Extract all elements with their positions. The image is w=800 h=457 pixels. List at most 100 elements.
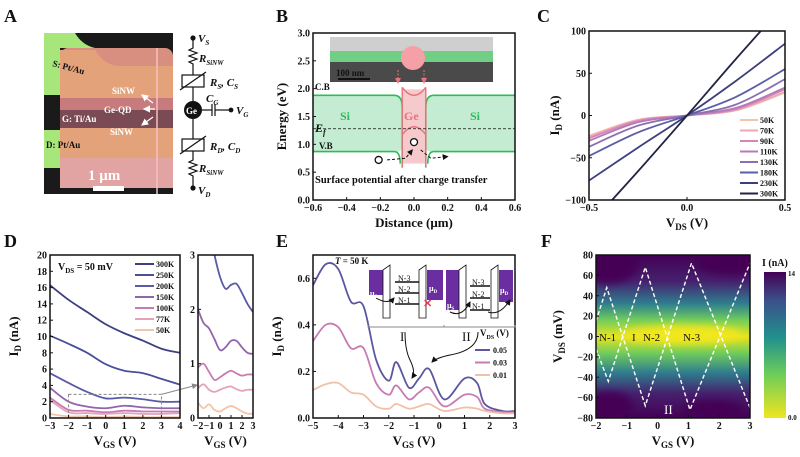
y-axis-label: Energy (eV) bbox=[274, 83, 289, 151]
vg-label: V bbox=[236, 105, 245, 117]
x-tick-label: −1 bbox=[621, 421, 632, 432]
legend-label-110K: 110K bbox=[760, 148, 779, 157]
sem-label-sinw-bottom: SiNW bbox=[110, 127, 133, 137]
x-axis-label: VGS (V) bbox=[393, 433, 436, 450]
level-n3-ii: N-3 bbox=[472, 278, 484, 287]
legend-label-130K: 130K bbox=[760, 158, 779, 167]
region-n3: N-3 bbox=[683, 332, 701, 344]
sem-label-drain: D: Pt/Au bbox=[46, 140, 80, 150]
legend-label-150K: 150K bbox=[156, 293, 175, 302]
mu-d-i: μD bbox=[429, 284, 438, 295]
x-axis-label-main: V bbox=[94, 433, 104, 448]
x-axis-label-main: V bbox=[652, 433, 662, 448]
svg-text:VS: VS bbox=[198, 33, 209, 47]
x-axis-label: Distance (μm) bbox=[375, 215, 453, 230]
series-line-250K bbox=[50, 334, 180, 386]
legend-label-50K: 50K bbox=[156, 326, 171, 335]
legend-label-250K: 250K bbox=[156, 271, 175, 280]
svg-text:VG: VG bbox=[236, 105, 248, 119]
x-tick-label: −0.5 bbox=[580, 203, 598, 214]
r-sinw-top-sub: SiNW bbox=[206, 59, 224, 67]
panel-label-a: A bbox=[4, 6, 17, 26]
x-axis-label: VGS (V) bbox=[204, 433, 247, 450]
series-line-curve bbox=[198, 402, 253, 415]
series-line-curve bbox=[198, 308, 253, 355]
x-tick-label: 0 bbox=[437, 421, 442, 432]
y-axis-label-main: I bbox=[269, 351, 284, 356]
vg-sub: G bbox=[243, 111, 248, 119]
svg-text:VD: VD bbox=[198, 185, 210, 199]
y-tick-label: 2.5 bbox=[298, 56, 311, 67]
y-tick-label: 50 bbox=[576, 69, 586, 80]
cb-label: C.B bbox=[315, 82, 330, 92]
ge-quantum-dot-icon bbox=[184, 101, 202, 119]
y-tick-label: 16 bbox=[37, 283, 47, 294]
panel-label-e: E bbox=[276, 231, 288, 251]
sem-label-gate: G: Ti/Au bbox=[62, 114, 96, 124]
y-axis-label: ID (nA) bbox=[269, 316, 286, 356]
rd-sub: D bbox=[216, 147, 222, 155]
y-tick-label: 18 bbox=[37, 267, 47, 278]
y-tick-label: 14 bbox=[37, 299, 47, 310]
legend-label-90K: 90K bbox=[760, 137, 775, 146]
x-axis-label-main: V bbox=[666, 215, 676, 230]
legend-label-100K: 100K bbox=[156, 304, 175, 313]
arrow-to-regime-i bbox=[404, 331, 418, 379]
vb-label: V.B bbox=[319, 141, 333, 151]
x-axis-label-unit: (V) bbox=[414, 433, 435, 448]
svg-text:RSiNW: RSiNW bbox=[198, 53, 224, 67]
level-n1-i: N-1 bbox=[398, 296, 410, 305]
x-tick-label: 3 bbox=[513, 421, 518, 432]
heatmap-blob bbox=[596, 255, 639, 284]
y-tick-label: −20 bbox=[577, 352, 593, 363]
x-tick-label: 0 bbox=[218, 421, 223, 432]
iv-line-300K bbox=[610, 31, 762, 200]
y-axis-label-main: I bbox=[6, 351, 21, 356]
r-sinw-top-label: R bbox=[198, 53, 206, 65]
plot-frame bbox=[197, 254, 254, 419]
x-tick-label: −2 bbox=[383, 421, 394, 432]
y-tick-label: 8 bbox=[42, 348, 47, 359]
legend-label-0.05: 0.05 bbox=[493, 346, 507, 355]
series-line-300K bbox=[50, 284, 180, 354]
level-n1-ii: N-1 bbox=[472, 302, 484, 311]
panel-e-coulomb-oscillations: 0.05 0.03 0.01 −5 −4 −3 −2 −1 0 1 2 3 0.0 0.2 0.4 0.6 VG… bbox=[269, 254, 518, 450]
sem-image bbox=[44, 33, 173, 194]
sem-arrows bbox=[141, 94, 155, 126]
y-tick-label: −50 bbox=[570, 153, 586, 164]
x-axis-label-unit: (V) bbox=[687, 215, 708, 230]
mu-s-ii: μS bbox=[447, 301, 455, 312]
y-tick-label: 20 bbox=[37, 251, 47, 262]
x-tick-label: 2 bbox=[487, 421, 492, 432]
panel-label-c: C bbox=[537, 6, 550, 26]
y-tick-label: 0.0 bbox=[298, 414, 311, 425]
temperature-annotation: T = 50 K bbox=[335, 256, 368, 266]
coulomb-diamond-line-2 bbox=[596, 262, 750, 412]
series-line-003 bbox=[313, 322, 515, 414]
si-right-band-fill bbox=[425, 95, 515, 152]
legend-label-300K: 300K bbox=[156, 260, 175, 269]
y-tick-label: 2 bbox=[190, 305, 195, 316]
y-tick-label: 0 bbox=[581, 111, 586, 122]
y-axis-label-unit: (mV) bbox=[550, 310, 565, 342]
si-left-valence bbox=[313, 150, 402, 164]
y-axis-label-sub: D bbox=[13, 344, 23, 351]
svg-text:RD, CD: RD, CD bbox=[209, 141, 240, 155]
coulomb-diamond-line-1 bbox=[596, 261, 750, 409]
series-line-curve bbox=[198, 362, 253, 382]
x-axis-label: VDS (V) bbox=[666, 215, 708, 232]
rd-label: R bbox=[209, 141, 217, 153]
iv-line-230K bbox=[589, 42, 785, 182]
y-tick-label: 6 bbox=[42, 365, 47, 376]
legend-label-77K: 77K bbox=[156, 315, 171, 324]
iv-line-130K bbox=[589, 78, 785, 148]
colorbar bbox=[764, 272, 786, 418]
circuit-labels: VS RSiNW RS, CS CG VG RD, CD RSiNW VD bbox=[198, 33, 248, 199]
heatmap-blobs bbox=[596, 255, 750, 418]
x-axis-label-sub: GS bbox=[103, 440, 115, 450]
y-tick-label: 1 bbox=[190, 359, 195, 370]
si-left-label: Si bbox=[340, 109, 351, 123]
y-tick-label: 10 bbox=[37, 332, 47, 343]
y-tick-label: 1.0 bbox=[298, 140, 311, 151]
